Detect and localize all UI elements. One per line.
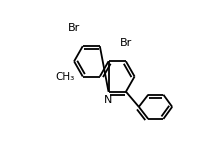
Text: Br: Br (67, 23, 80, 33)
Text: Br: Br (120, 38, 132, 48)
Text: CH₃: CH₃ (56, 71, 75, 82)
Text: N: N (104, 95, 113, 105)
